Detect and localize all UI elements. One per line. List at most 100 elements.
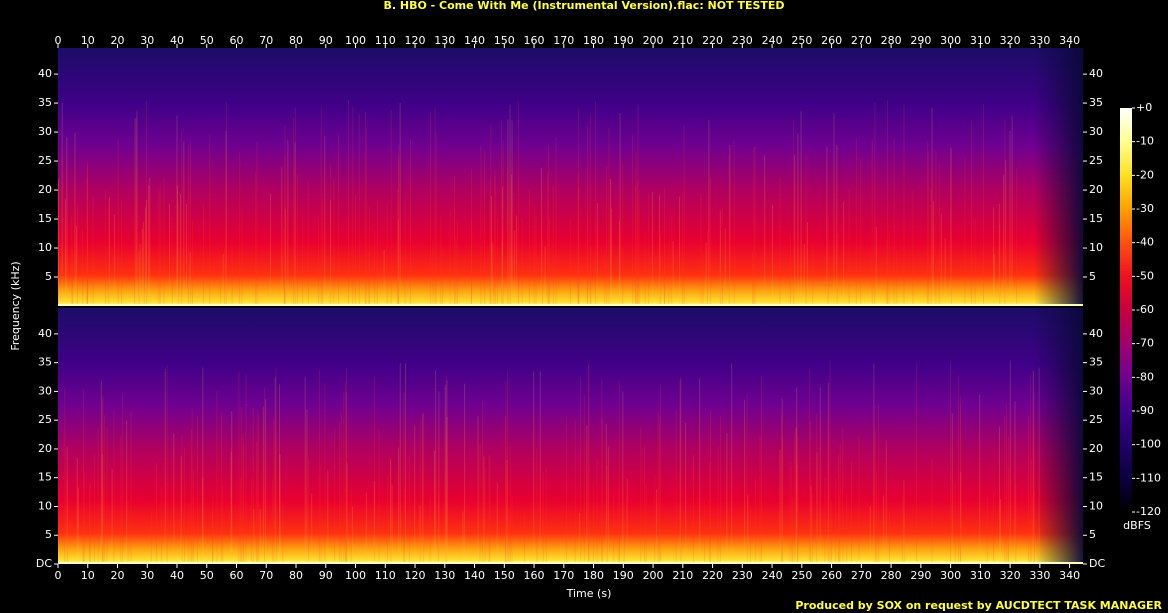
texture — [113, 214, 115, 306]
x-tick-label: 130 — [434, 34, 455, 47]
texture — [58, 184, 60, 306]
texture — [181, 434, 183, 564]
x-tick-label: 30 — [140, 34, 154, 47]
texture — [211, 511, 213, 564]
texture — [490, 196, 492, 306]
texture — [484, 467, 486, 564]
texture — [482, 401, 484, 564]
texture — [809, 368, 811, 564]
texture — [150, 512, 152, 564]
texture — [938, 166, 940, 306]
texture — [373, 376, 375, 564]
texture — [721, 208, 723, 306]
x-tick-label: 240 — [762, 569, 783, 582]
texture — [960, 403, 962, 564]
chart-title: B. HBO - Come With Me (Instrumental Vers… — [383, 0, 784, 12]
texture — [544, 246, 546, 306]
texture — [974, 218, 976, 306]
x-tick-label: 150 — [494, 569, 515, 582]
texture — [376, 199, 378, 306]
texture — [321, 198, 323, 306]
texture — [795, 427, 797, 564]
texture — [93, 452, 95, 564]
texture — [222, 253, 224, 306]
y-tick-label: 10 — [38, 241, 52, 254]
texture — [87, 161, 89, 306]
x-tick-label: 270 — [851, 34, 872, 47]
texture — [306, 409, 308, 564]
texture — [634, 186, 636, 306]
x-tick-label: 340 — [1059, 34, 1080, 47]
texture — [258, 415, 260, 564]
texture — [58, 178, 60, 306]
texture — [794, 155, 796, 306]
texture — [640, 427, 642, 564]
texture — [399, 103, 401, 306]
texture — [121, 199, 123, 306]
texture — [430, 111, 432, 306]
texture — [831, 502, 833, 564]
y-axis-label: Frequency (kHz) — [9, 261, 22, 350]
texture — [240, 407, 242, 564]
y-tick-label: DC — [36, 557, 52, 570]
texture — [871, 139, 873, 306]
texture — [318, 217, 320, 306]
texture — [144, 207, 146, 306]
x-tick-label: 280 — [881, 34, 902, 47]
texture — [284, 157, 286, 306]
texture — [386, 474, 388, 564]
texture — [705, 242, 707, 306]
texture — [542, 471, 544, 564]
texture — [668, 239, 670, 306]
texture — [304, 376, 306, 564]
texture — [97, 427, 99, 564]
texture — [964, 158, 966, 306]
texture — [885, 440, 887, 564]
texture — [664, 244, 666, 306]
x-tick-label: 200 — [643, 569, 664, 582]
texture — [271, 479, 273, 564]
x-tick-label: 20 — [111, 34, 125, 47]
texture — [659, 194, 661, 306]
colorbar-tick-label: -50 — [1136, 269, 1154, 282]
colorbar-tick-label: -110 — [1136, 471, 1161, 484]
texture — [750, 507, 752, 564]
texture — [408, 455, 410, 564]
texture — [164, 368, 166, 564]
x-axis-label: Time (s) — [566, 587, 612, 600]
texture — [613, 495, 615, 564]
texture — [225, 131, 227, 306]
texture — [338, 133, 340, 306]
texture — [949, 361, 951, 564]
texture — [793, 119, 795, 306]
texture — [958, 375, 960, 564]
texture — [477, 416, 479, 564]
y-tick-label: 15 — [1089, 471, 1103, 484]
texture — [578, 512, 580, 564]
colorbar-label: dBFS — [1123, 519, 1151, 532]
texture — [220, 254, 222, 306]
texture — [1014, 401, 1016, 564]
texture — [651, 192, 653, 306]
texture — [1028, 415, 1030, 564]
texture — [959, 396, 961, 564]
texture — [569, 217, 571, 306]
texture — [539, 371, 541, 564]
x-tick-label: 80 — [289, 34, 303, 47]
y-tick-label: DC — [1089, 557, 1105, 570]
texture — [509, 445, 511, 564]
x-tick-label: 90 — [319, 569, 333, 582]
texture — [462, 511, 464, 564]
texture — [792, 497, 794, 564]
y-tick-label: 40 — [38, 327, 52, 340]
texture — [134, 118, 136, 306]
texture — [320, 106, 322, 306]
texture — [101, 453, 103, 564]
texture — [378, 429, 380, 564]
texture — [679, 197, 681, 306]
x-tick-label: 50 — [200, 569, 214, 582]
texture — [803, 244, 805, 306]
texture — [269, 193, 271, 306]
texture — [143, 232, 145, 306]
y-tick-label: 20 — [1089, 183, 1103, 196]
